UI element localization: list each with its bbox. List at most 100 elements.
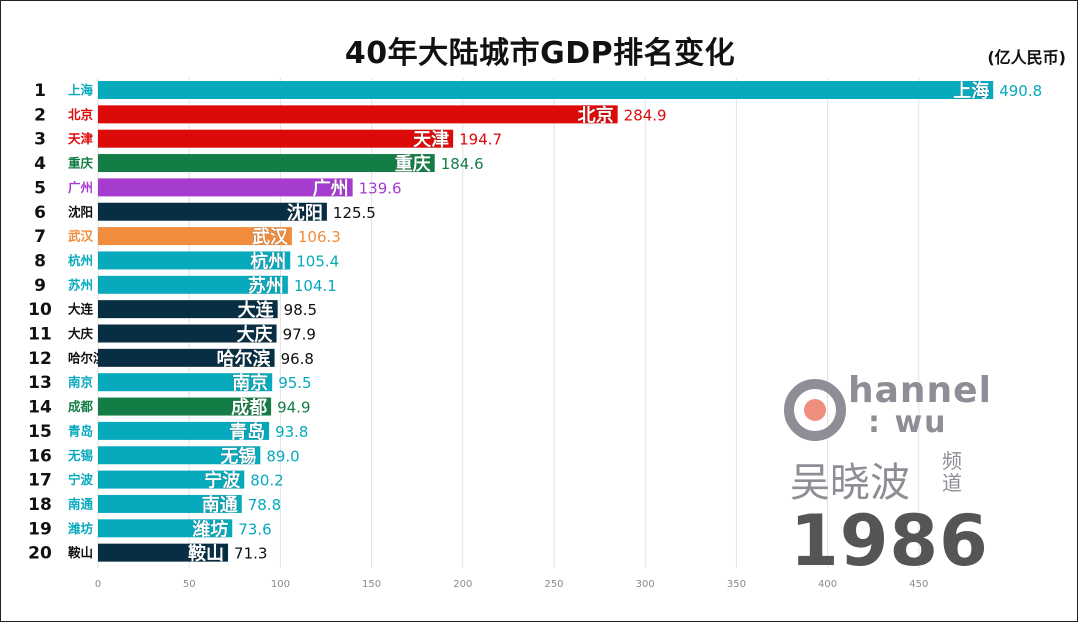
- bar: [98, 421, 270, 440]
- bar: [98, 373, 273, 392]
- city-label: 天津: [68, 131, 94, 146]
- logo-text-suffix: 频道: [942, 449, 962, 495]
- bar: [98, 324, 277, 343]
- city-label: 杭州: [68, 253, 93, 268]
- rank-label: 14: [28, 398, 52, 418]
- city-label: 潍坊: [67, 521, 94, 536]
- bar-city-label: 潍坊: [192, 518, 228, 540]
- rank-label: 11: [28, 325, 52, 345]
- bar-city-label: 杭州: [250, 250, 286, 272]
- x-tick-label: 350: [727, 579, 746, 590]
- city-label: 苏州: [68, 277, 93, 292]
- city-label: 哈尔滨: [68, 350, 106, 365]
- x-tick-label: 400: [818, 579, 837, 590]
- value-label: 125.5: [333, 204, 376, 222]
- bar-city-label: 哈尔滨: [217, 348, 271, 370]
- bar: [98, 300, 278, 319]
- city-label: 南京: [68, 375, 94, 390]
- rank-label: 1: [34, 81, 46, 101]
- bar-city-label: 大庆: [237, 324, 273, 346]
- city-label: 无锡: [67, 448, 94, 463]
- city-label: 重庆: [68, 156, 94, 171]
- logo-text-channel: hannel: [848, 370, 992, 411]
- city-label: 北京: [68, 107, 94, 122]
- city-label: 青岛: [68, 423, 93, 438]
- logo-text-name: 吴晓波: [790, 460, 910, 506]
- value-label: 104.1: [294, 277, 337, 295]
- rank-label: 12: [28, 349, 52, 369]
- bar: [98, 178, 353, 197]
- value-label: 89.0: [266, 447, 299, 465]
- bar-city-label: 青岛: [229, 421, 265, 443]
- bar-city-label: 南京: [232, 372, 268, 394]
- year-label: 1986: [790, 500, 989, 582]
- rank-label: 9: [34, 276, 46, 296]
- bar-city-label: 天津: [413, 129, 449, 151]
- value-label: 95.5: [278, 374, 311, 392]
- x-tick-label: 150: [362, 579, 381, 590]
- bar-city-label: 广州: [313, 177, 349, 199]
- value-label: 78.8: [248, 496, 281, 514]
- bar-city-label: 武汉: [252, 227, 289, 248]
- bar: [98, 446, 261, 465]
- value-label: 194.7: [459, 131, 502, 149]
- bar-city-label: 宁波: [204, 470, 241, 492]
- rank-label: 13: [28, 373, 52, 393]
- bar-city-label: 无锡: [220, 445, 256, 467]
- x-tick-label: 450: [909, 579, 928, 590]
- city-label: 沈阳: [68, 204, 93, 219]
- value-label: 71.3: [234, 545, 267, 563]
- bar: [98, 251, 291, 270]
- bar: [98, 519, 233, 538]
- city-label: 大连: [68, 302, 94, 317]
- rank-label: 7: [34, 227, 46, 247]
- bar: [98, 275, 288, 294]
- city-label: 大庆: [68, 326, 94, 341]
- value-label: 96.8: [281, 350, 314, 368]
- bar: [98, 105, 618, 124]
- bar-city-label: 重庆: [395, 153, 431, 175]
- city-label: 武汉: [68, 229, 94, 244]
- x-tick-label: 200: [453, 579, 472, 590]
- bar-city-label: 北京: [578, 104, 614, 126]
- chart-title: 40年大陆城市GDP排名变化: [344, 36, 736, 71]
- rank-label: 8: [34, 251, 46, 271]
- city-label: 宁波: [68, 472, 94, 487]
- rank-label: 3: [34, 130, 46, 150]
- rank-label: 15: [28, 422, 52, 442]
- bar: [98, 227, 292, 246]
- value-label: 184.6: [441, 155, 484, 173]
- value-label: 97.9: [283, 326, 316, 344]
- bar: [98, 154, 435, 173]
- x-tick-label: 100: [271, 579, 290, 590]
- bar: [98, 470, 245, 489]
- bar: [98, 81, 994, 99]
- rank-label: 18: [28, 495, 52, 515]
- rank-label: 6: [34, 203, 46, 223]
- value-label: 94.9: [277, 399, 310, 417]
- x-tick-label: 250: [544, 579, 563, 590]
- rank-label: 20: [28, 544, 52, 564]
- bar-city-label: 苏州: [248, 275, 284, 297]
- city-label: 上海: [68, 83, 94, 98]
- rank-label: 16: [28, 446, 52, 466]
- bar-city-label: 南通: [202, 494, 238, 516]
- logo-dot: [804, 399, 826, 421]
- city-label: 广州: [68, 180, 93, 195]
- rank-label: 2: [34, 105, 46, 125]
- rank-label: 10: [28, 300, 52, 320]
- value-label: 73.6: [238, 520, 271, 538]
- city-label: 成都: [68, 399, 94, 414]
- city-label: 鞍山: [68, 545, 93, 560]
- bar-city-label: 鞍山: [188, 543, 224, 565]
- bar: [98, 543, 229, 562]
- unit-label: (亿人民币): [987, 48, 1066, 67]
- x-tick-label: 0: [95, 579, 101, 590]
- bar: [98, 348, 275, 367]
- value-label: 105.4: [296, 252, 339, 270]
- bar: [98, 129, 454, 148]
- value-label: 80.2: [250, 472, 283, 490]
- bar-city-label: 沈阳: [287, 202, 323, 224]
- logo-ring: [784, 379, 846, 441]
